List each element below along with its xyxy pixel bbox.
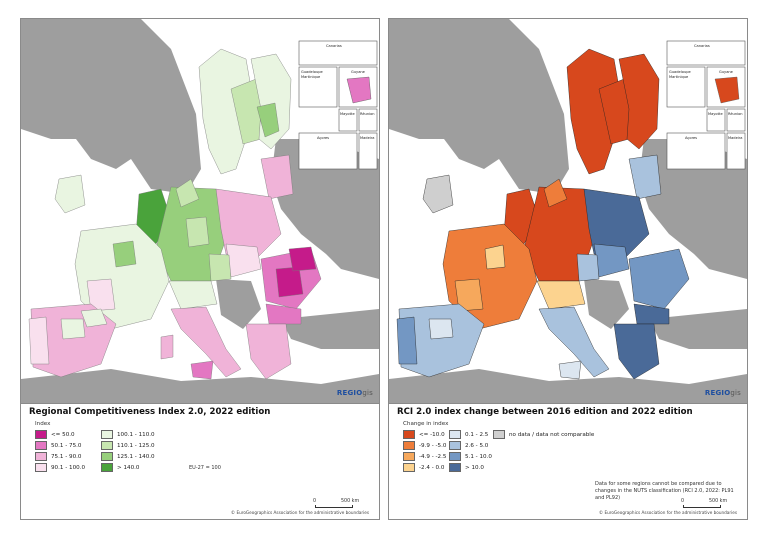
legend-swatch [101,430,113,439]
legend-swatch [449,441,461,450]
map-title: Regional Competitiveness Index 2.0, 2022… [29,407,271,417]
rci-change-map-panel: Canarias Guadeloupe Martinique Guyane Ma… [388,18,748,520]
legend-swatch [403,452,415,461]
legend-label: 100.1 - 110.0 [117,431,155,438]
legend-note: Data for some regions cannot be compared… [595,481,734,501]
legend-item: <= -10.0 [403,430,445,439]
legend-item: no data / data not comparable [493,430,594,439]
legend-item: -2.4 - 0.0 [403,463,444,472]
legend-label: -4.9 - -2.5 [419,453,447,460]
legend-label: 90.1 - 100.0 [51,464,86,471]
legend-label: > 10.0 [465,464,484,471]
legend-item: 50.1 - 75.0 [35,441,81,450]
legend-swatch [101,441,113,450]
map-europe-right: Canarias Guadeloupe Martinique Guyane Ma… [389,19,747,403]
legend-label: 110.1 - 125.0 [117,442,155,449]
legend-label: 125.1 - 140.0 [117,453,155,460]
inset-label-madeira: Madeira [360,136,374,140]
legend-item: > 140.0 [101,463,139,472]
legend-heading: Index [35,421,51,427]
outermost-regions-insets: Canarias Guadeloupe Martinique Guyane Ma… [298,40,378,170]
legend-swatch [35,430,47,439]
legend-swatch [101,463,113,472]
regiogis-logo: REGIOgis [336,389,373,397]
inset-label-canarias: Canarias [694,44,710,48]
regiogis-logo: REGIOgis [704,389,741,397]
inset-label-guadeloupe: Guadeloupe [669,70,692,74]
legend-item: 110.1 - 125.0 [101,441,155,450]
legend-label: no data / data not comparable [509,431,595,438]
inset-label-guadeloupe: Guadeloupe [301,70,324,74]
legend-label: > 140.0 [117,464,140,471]
legend-swatch [35,452,47,461]
legend-item: > 10.0 [449,463,484,472]
legend-label: 50.1 - 75.0 [51,442,82,449]
rci-2022-map: Canarias Guadeloupe Martinique Guyane Ma… [21,19,379,403]
legend-label: 75.1 - 90.0 [51,453,82,460]
legend-swatch [35,463,47,472]
outermost-regions-insets: Canarias Guadeloupe Martinique Guyane Ma… [666,40,746,170]
legend-item: 5.1 - 10.0 [449,452,492,461]
legend-swatch [403,430,415,439]
legend-item: 100.1 - 110.0 [101,430,155,439]
legend-item: 75.1 - 90.0 [35,452,81,461]
legend-label: 0.1 - 2.5 [465,431,489,438]
legend-swatch [403,463,415,472]
legend-label: 5.1 - 10.0 [465,453,492,460]
inset-label-reunion: Réunion [360,112,375,116]
legend-swatch [35,441,47,450]
map-title: RCI 2.0 index change between 2016 editio… [397,407,693,417]
inset-label-guyane: Guyane [719,70,734,74]
legend-item: 125.1 - 140.0 [101,452,155,461]
legend-note: EU-27 = 100 [189,465,221,471]
inset-label-mayotte: Mayotte [708,112,723,116]
legend-swatch [449,463,461,472]
inset-label-madeira: Madeira [728,136,742,140]
legend-label: 2.6 - 5.0 [465,442,489,449]
legend-swatch [403,441,415,450]
inset-label-guyane: Guyane [351,70,366,74]
legend-item: 2.6 - 5.0 [449,441,488,450]
legend-swatch [101,452,113,461]
inset-label-mayotte: Mayotte [340,112,355,116]
scale-start: 0 [681,499,685,504]
legend-item: 0.1 - 2.5 [449,430,488,439]
legend-swatch [449,430,461,439]
rci-change-map: Canarias Guadeloupe Martinique Guyane Ma… [389,19,747,403]
inset-label-canarias: Canarias [326,44,342,48]
copyright: © EuroGeographics Association for the ad… [230,510,369,515]
legend-label: <= 50.0 [51,431,75,438]
inset-label-reunion: Réunion [728,112,743,116]
inset-label-martinique: Martinique [301,75,321,79]
scale-end: 500 km [341,499,360,504]
legend-item: 90.1 - 100.0 [35,463,85,472]
copyright: © EuroGeographics Association for the ad… [598,510,737,515]
inset-label-acores: Açores [685,136,697,140]
legend-item: <= 50.0 [35,430,75,439]
legend-swatch [449,452,461,461]
inset-label-acores: Açores [317,136,329,140]
legend-label: -2.4 - 0.0 [419,464,445,471]
legend-swatch [493,430,505,439]
scale-end: 500 km [709,499,728,504]
scale-start: 0 [313,499,317,504]
inset-label-martinique: Martinique [669,75,689,79]
rci-2022-map-panel: Canarias Guadeloupe Martinique Guyane Ma… [20,18,380,520]
legend-item: -4.9 - -2.5 [403,452,446,461]
map-europe-left: Canarias Guadeloupe Martinique Guyane Ma… [21,19,379,403]
legend-label: <= -10.0 [419,431,445,438]
legend-label: -9.9 - -5.0 [419,442,447,449]
legend-item: -9.9 - -5.0 [403,441,446,450]
legend-heading: Change in index [403,421,449,427]
